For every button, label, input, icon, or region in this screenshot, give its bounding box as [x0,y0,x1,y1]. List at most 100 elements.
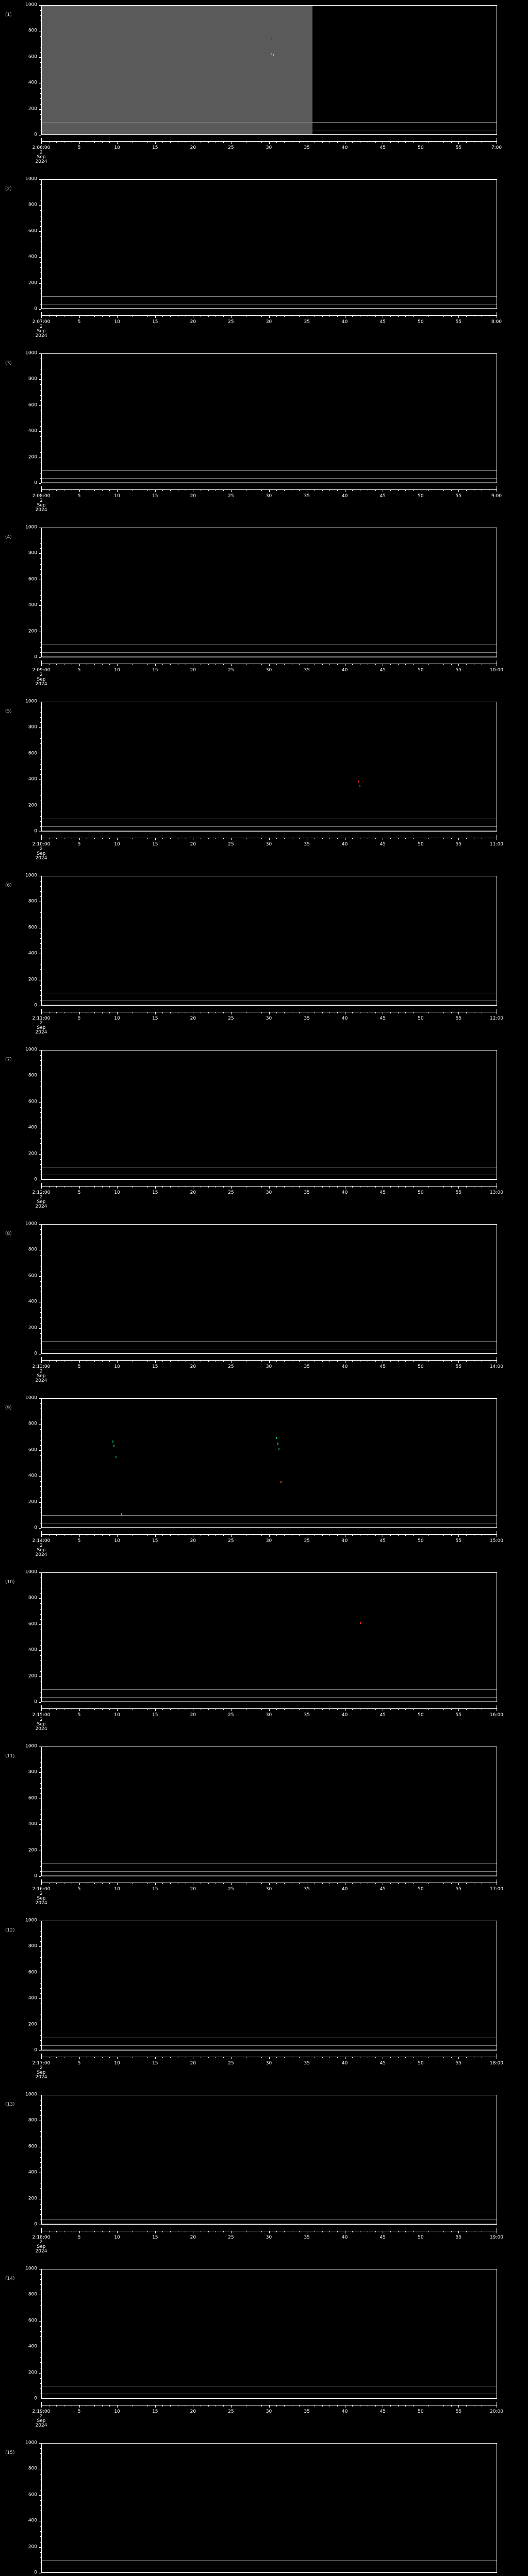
x-tick-minor [329,664,331,665]
y-tick-mark-minor [40,2505,41,2506]
x-tick-major [41,2231,42,2233]
y-tick-mark-minor [40,1159,41,1160]
x-tick-minor [398,838,399,839]
y-tick-mark-minor [40,2500,41,2501]
y-tick-label: 200 [28,1848,37,1853]
x-axis-7: 2:12:00 5 10 15 20 25 30 35 40 45 50 55 13:00 2 Sep 202… [32,1183,503,1210]
y-tick-mark [39,1650,41,1651]
y-tick-mark-minor [40,2188,41,2189]
x-tick-minor [223,1883,224,1884]
y-tick-mark-minor [40,647,41,648]
x-axis-date-line: 2 [40,1369,43,1374]
x-tick-label: 2:17:00 [32,2061,51,2066]
x-tick-label: 20 [190,1538,196,1544]
data-speck [113,1444,115,1447]
x-tick-major [230,2057,232,2059]
plot-area-5 [41,702,497,832]
x-tick-minor [398,141,399,143]
x-tick-minor [223,1012,224,1013]
y-tick-mark-minor [40,933,41,934]
y-tick-label: 600 [28,402,37,408]
y-tick-mark [39,1624,41,1625]
y-tick-mark-minor [40,595,41,596]
x-tick-label: 15 [152,1016,158,1021]
y-tick-mark-minor [40,374,41,375]
x-tick-minor [352,489,353,491]
x-tick-minor [398,664,399,665]
y-tick-mark [39,457,41,458]
x-tick-label: 45 [380,1364,386,1369]
y-tick-mark-minor [40,2035,41,2036]
x-tick-minor [466,838,467,839]
x-tick-major [269,2231,270,2233]
x-axis-9: 2:14:00 5 10 15 20 25 30 35 40 45 50 55 15:00 2 Sep 202… [32,1531,503,1558]
x-tick-minor [405,2405,406,2406]
x-axis-date-line: 2024 [35,1901,47,1906]
x-tick-minor [261,315,262,317]
x-tick-minor [109,2231,110,2232]
x-tick-minor [261,2057,262,2058]
y-tick-label: 800 [28,2292,37,2297]
y-tick-label: 200 [28,977,37,982]
x-tick-minor [390,2405,391,2406]
x-tick-minor [284,1883,285,1884]
y-tick-mark-minor [40,995,41,996]
y-tick-mark-minor [40,652,41,653]
x-tick-minor [443,2405,444,2406]
x-tick-minor [147,1186,148,1188]
x-tick-label: 40 [341,842,348,847]
x-tick-major [458,664,459,666]
y-tick-mark-minor [40,626,41,627]
y-tick-label: 800 [28,550,37,556]
y-tick-label: 400 [28,80,37,86]
x-tick-minor [413,1534,414,1536]
x-tick-minor [428,1883,429,1884]
y-tick-mark-minor [40,2115,41,2116]
x-tick-minor [451,1708,452,1710]
x-tick-minor [109,838,110,839]
x-tick-minor [170,838,171,839]
x-tick-minor [337,1012,338,1013]
x-tick-major [79,141,80,144]
y-tick-mark-minor [40,1338,41,1339]
x-tick-label: 25 [228,1713,234,1718]
x-tick-major [79,664,80,666]
x-tick-minor [102,664,103,665]
x-tick-major [458,1708,459,1711]
x-tick-minor [102,1883,103,1884]
baseline-gridline [42,308,497,309]
x-tick-minor [299,1186,300,1188]
y-tick-mark-minor [40,1871,41,1872]
x-tick-minor [56,1012,57,1013]
y-tick-label: 1000 [25,1569,37,1575]
x-tick-minor [398,1534,399,1536]
x-tick-minor [284,2405,285,2406]
x-tick-minor [322,664,323,665]
x-axis-11: 2:16:00 5 10 15 20 25 30 35 40 45 50 55 17:00 2 Sep 202… [32,1879,503,1906]
y-tick-mark-minor [40,226,41,227]
x-tick-minor [94,838,95,839]
x-tick-minor [466,1883,467,1884]
x-tick-major [79,2405,80,2408]
x-tick-label: 40 [341,1538,348,1544]
x-tick-minor [223,141,224,143]
x-tick-minor [102,315,103,317]
x-tick-minor [56,1708,57,1710]
y-tick-mark [39,605,41,606]
x-tick-minor [451,2231,452,2232]
data-speck [280,1481,282,1483]
x-tick-minor [451,1534,452,1536]
x-tick-minor [284,664,285,665]
x-tick-minor [109,1012,110,1013]
y-tick-label: 800 [28,202,37,208]
x-tick-major [155,664,156,666]
y-tick-mark [39,405,41,406]
y-tick-label: 200 [28,803,37,808]
x-tick-minor [451,1360,452,1362]
x-tick-minor [299,2057,300,2058]
x-tick-minor [337,1708,338,1710]
x-tick-minor [56,315,57,317]
y-tick-mark [39,1824,41,1825]
